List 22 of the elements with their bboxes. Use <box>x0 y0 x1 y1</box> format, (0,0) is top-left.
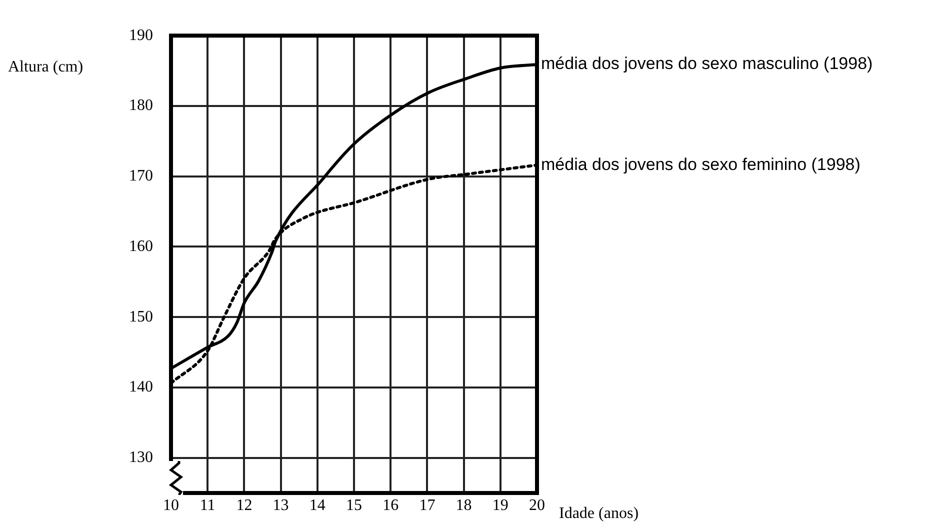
y-tick-label: 130 <box>129 449 153 466</box>
x-tick-label: 13 <box>272 496 289 514</box>
x-tick-label: 10 <box>163 496 179 514</box>
series-label: média dos jovens do sexo feminino (1998) <box>541 154 860 174</box>
y-tick-label: 180 <box>129 97 153 114</box>
series-label: média dos jovens do sexo masculino (1998) <box>541 54 873 74</box>
y-tick-label: 160 <box>129 238 153 255</box>
x-tick-label: 11 <box>200 496 216 514</box>
x-tick-label: 19 <box>492 496 508 514</box>
x-tick-label: 16 <box>382 496 399 514</box>
x-tick-label: 18 <box>456 496 472 514</box>
x-tick-label: 14 <box>309 496 326 514</box>
x-tick-label: 20 <box>529 496 545 514</box>
x-tick-label: 15 <box>346 496 362 514</box>
y-tick-label: 190 <box>129 26 153 44</box>
x-tick-label: 12 <box>236 496 252 514</box>
y-tick-label: 170 <box>129 168 153 185</box>
y-tick-label: 140 <box>129 378 153 396</box>
y-tick-label: 150 <box>129 308 153 326</box>
x-axis-title: Idade (anos) <box>559 505 639 522</box>
y-axis-title: Altura (cm) <box>8 58 84 76</box>
x-tick-label: 17 <box>419 496 436 514</box>
